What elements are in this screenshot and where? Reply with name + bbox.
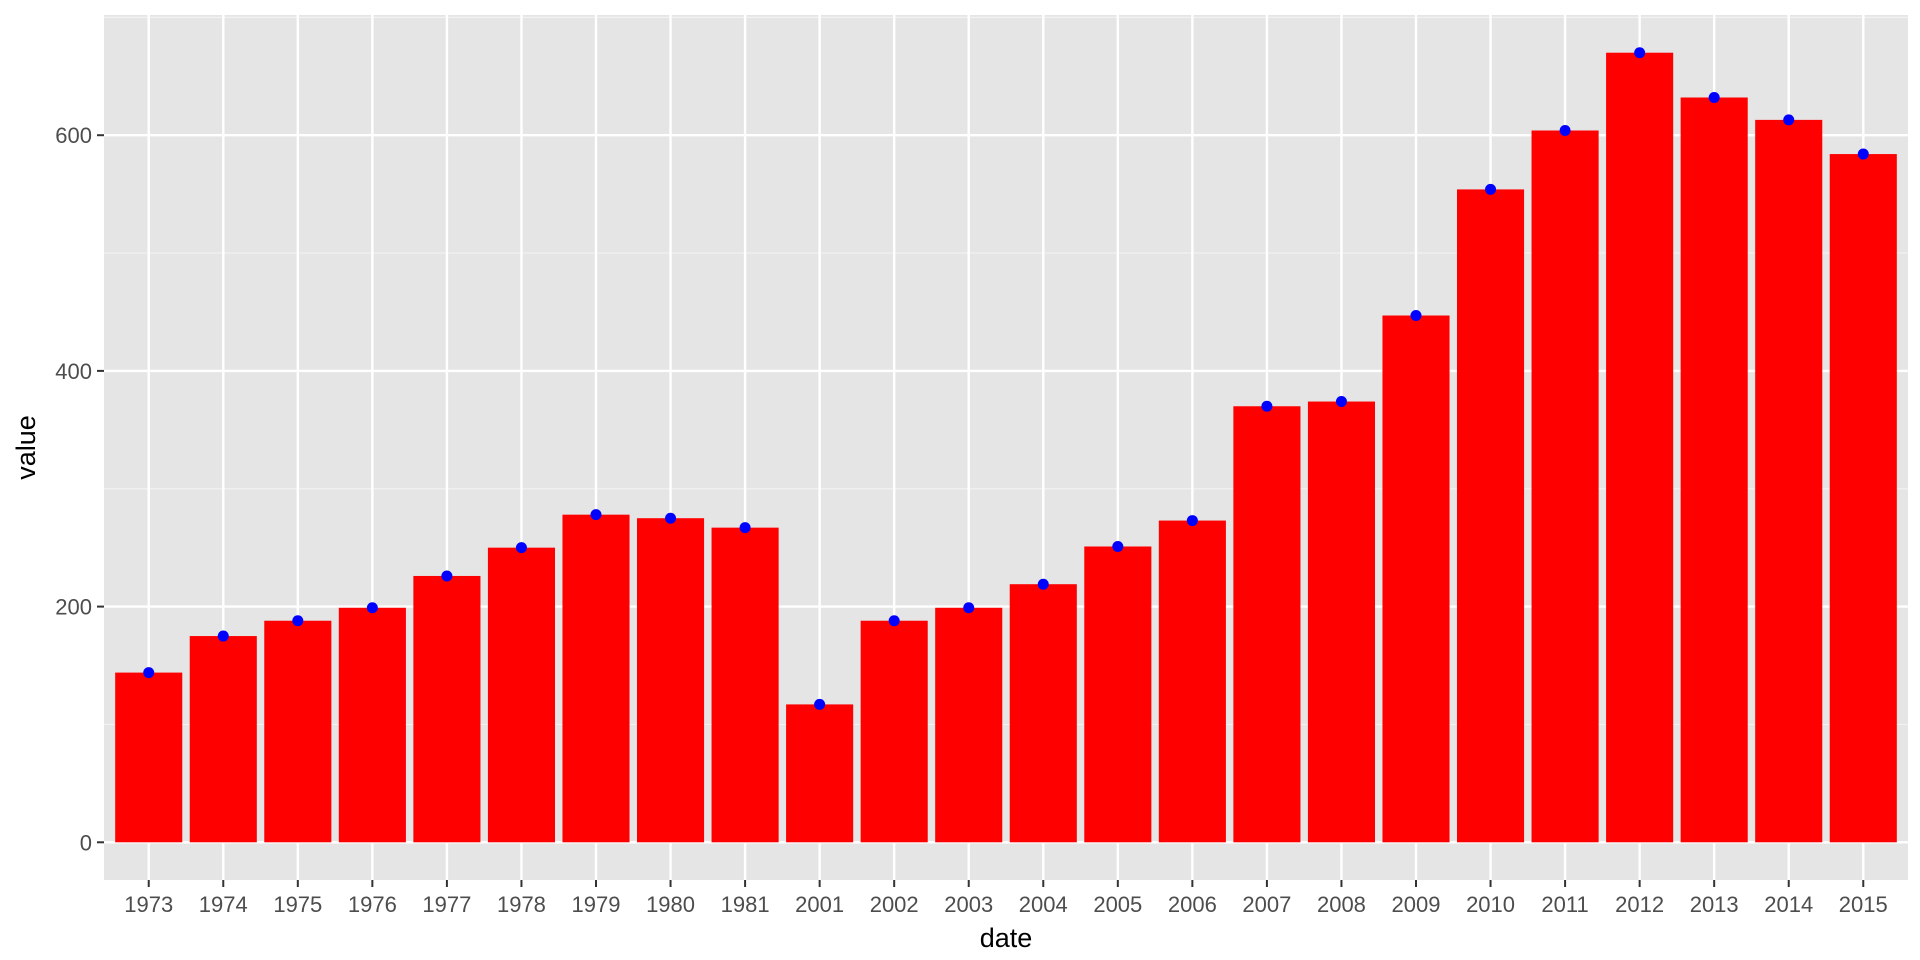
point-2007 (1261, 400, 1273, 412)
point-2006 (1186, 515, 1198, 527)
point-2014 (1783, 114, 1795, 126)
bar-2002 (860, 620, 928, 843)
bar-1979 (562, 514, 630, 843)
x-tick-label: 2009 (1392, 892, 1441, 917)
x-tick-label: 2001 (795, 892, 844, 917)
point-1976 (366, 602, 378, 614)
bar-2010 (1457, 189, 1525, 843)
point-2009 (1410, 310, 1422, 322)
bar-2013 (1680, 97, 1748, 843)
x-tick-label: 1973 (124, 892, 173, 917)
x-tick-label: 1975 (273, 892, 322, 917)
x-tick-label: 2002 (870, 892, 919, 917)
x-tick-label: 1977 (422, 892, 471, 917)
bar-1974 (189, 636, 257, 843)
bar-2005 (1084, 546, 1152, 843)
point-1980 (665, 512, 677, 524)
x-tick-label: 2015 (1839, 892, 1888, 917)
bar-2014 (1755, 119, 1823, 843)
bar-2012 (1606, 52, 1674, 843)
y-tick-label: 200 (55, 595, 92, 620)
x-tick-label: 2005 (1093, 892, 1142, 917)
x-tick-label: 1976 (348, 892, 397, 917)
y-axis-title: value (11, 415, 41, 480)
point-2003 (963, 602, 975, 614)
x-tick-label: 2011 (1541, 892, 1588, 917)
point-2011 (1559, 124, 1571, 136)
points-layer (143, 47, 1869, 710)
y-axis-ticks: 0 200 400 600 (55, 123, 104, 855)
point-2013 (1708, 91, 1720, 103)
bar-2004 (1009, 584, 1077, 843)
x-tick-label: 1980 (646, 892, 695, 917)
bar-1976 (338, 607, 406, 843)
x-tick-label: 1979 (572, 892, 621, 917)
point-2015 (1857, 148, 1869, 160)
x-axis-ticks: 1973 1974 1975 1976 1977 1978 1979 1980 1981 2001… (124, 880, 1888, 917)
bar-2003 (935, 607, 1003, 843)
point-1974 (217, 630, 229, 642)
bar-2015 (1829, 154, 1897, 843)
bar-2001 (786, 704, 854, 843)
bar-2011 (1531, 130, 1599, 843)
bars-layer (115, 52, 1897, 843)
x-tick-label: 1981 (721, 892, 770, 917)
bar-1977 (413, 575, 481, 843)
bar-1981 (711, 527, 779, 843)
point-1977 (441, 570, 453, 582)
point-2002 (888, 615, 900, 627)
bar-1975 (264, 620, 332, 843)
x-tick-label: 2004 (1019, 892, 1068, 917)
x-tick-label: 1974 (199, 892, 248, 917)
x-axis-title: date (980, 923, 1033, 953)
point-2001 (814, 698, 826, 710)
bar-1973 (115, 672, 183, 843)
x-tick-label: 2014 (1764, 892, 1813, 917)
point-1975 (292, 615, 304, 627)
y-tick-label: 600 (55, 123, 92, 148)
point-2012 (1634, 47, 1646, 59)
x-tick-label: 2006 (1168, 892, 1217, 917)
point-1981 (739, 522, 751, 534)
bar-2009 (1382, 315, 1450, 843)
x-tick-label: 1978 (497, 892, 546, 917)
x-tick-label: 2010 (1466, 892, 1515, 917)
x-tick-label: 2013 (1690, 892, 1739, 917)
bar-2007 (1233, 406, 1301, 843)
point-1979 (590, 509, 602, 521)
point-1973 (143, 667, 155, 679)
point-2010 (1485, 183, 1497, 195)
x-tick-label: 2007 (1242, 892, 1291, 917)
point-2004 (1037, 578, 1049, 590)
y-tick-label: 0 (80, 830, 92, 855)
x-tick-label: 2012 (1615, 892, 1664, 917)
bar-2008 (1307, 401, 1375, 843)
y-tick-label: 400 (55, 359, 92, 384)
bar-1978 (487, 547, 555, 843)
point-2008 (1335, 396, 1347, 408)
x-tick-label: 2003 (944, 892, 993, 917)
point-2005 (1112, 540, 1124, 552)
point-1978 (515, 542, 527, 554)
bar-1980 (637, 518, 705, 843)
x-tick-label: 2008 (1317, 892, 1366, 917)
bar-2006 (1158, 520, 1226, 843)
